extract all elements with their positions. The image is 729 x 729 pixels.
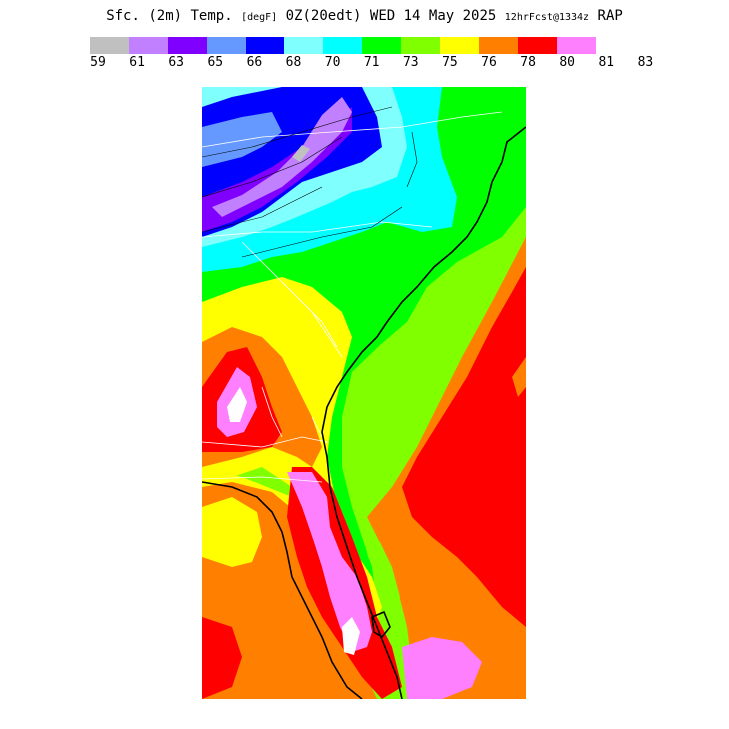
legend-swatch (284, 37, 324, 54)
legend-tick-label: 71 (363, 55, 380, 70)
legend-swatch (440, 37, 479, 54)
chart-title: Sfc. (2m) Temp. [degF] 0Z(20edt) WED 14 … (0, 8, 729, 24)
title-main: Sfc. (2m) Temp. (106, 8, 233, 24)
temperature-map (202, 87, 526, 699)
legend-tick-label: 70 (324, 55, 341, 70)
legend-swatch (556, 37, 596, 54)
zone-78-ocean (402, 267, 526, 627)
legend-swatch (323, 37, 363, 54)
legend-swatch (128, 37, 168, 54)
legend-swatch (206, 37, 246, 54)
contour-lines (202, 106, 418, 258)
legend-swatch (362, 37, 402, 54)
title-valid: 0Z(20edt) WED 14 May 2025 (285, 8, 497, 24)
zone-80-south (402, 637, 482, 699)
title-model: RAP (597, 8, 623, 24)
zone-81-north (227, 387, 247, 422)
legend-tick-label: 80 (559, 55, 576, 70)
state-boundaries (202, 111, 503, 483)
color-legend (90, 37, 596, 54)
legend-tick-label: 66 (246, 55, 263, 70)
legend-tick-label: 76 (481, 55, 497, 70)
legend-swatch (167, 37, 207, 54)
title-units: [degF] (241, 12, 278, 23)
legend-ticks: 59 61 63 65 66 68 70 71 73 75 76 78 80 81 83 (0, 55, 729, 71)
legend-tick-label: 73 (402, 55, 419, 70)
coastline (202, 126, 526, 699)
legend-swatch (401, 37, 441, 54)
zone-59 (292, 145, 310, 162)
zone-61 (212, 97, 352, 217)
legend-swatch (90, 37, 129, 54)
zone-76-ocean-patch (512, 357, 526, 397)
legend-tick-label: 63 (168, 55, 185, 70)
legend-tick-label: 83 (637, 55, 654, 70)
legend-swatch (517, 37, 557, 54)
title-forecast: 12hrFcst@1334z (504, 12, 590, 23)
zone-80-florida (287, 472, 372, 652)
zone-75-gulf (202, 497, 262, 567)
legend-swatch (478, 37, 518, 54)
legend-tick-label: 68 (285, 55, 302, 70)
legend-swatch (245, 37, 285, 54)
legend-tick-label: 59 (90, 55, 106, 70)
zone-81-florida (342, 617, 360, 655)
legend-tick-label: 61 (129, 55, 145, 70)
zone-73-coast (362, 527, 400, 607)
legend-tick-label: 65 (207, 55, 224, 70)
zone-78-gulf (202, 617, 242, 699)
legend-tick-label: 81 (598, 55, 615, 70)
legend-tick-label: 78 (520, 55, 536, 70)
legend-tick-label: 75 (442, 55, 458, 70)
map-svg (202, 87, 526, 699)
